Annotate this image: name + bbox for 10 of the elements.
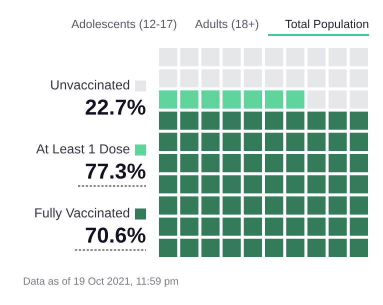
legend-label: Fully Vaccinated xyxy=(35,208,130,220)
text: Data as of 19 Oct 2021, 11:59 pm xyxy=(24,277,178,287)
data-label: 77.3% xyxy=(86,164,146,179)
text: Total Population xyxy=(285,20,368,30)
text: Adolescents (12-17) xyxy=(71,20,176,30)
data-label: 22.7% xyxy=(86,100,146,115)
legend-label: At Least 1 Dose xyxy=(36,144,130,154)
data-label: 70.6% xyxy=(86,228,146,243)
text: Adults (18+) xyxy=(195,20,258,30)
legend-label: Unvaccinated xyxy=(51,80,130,90)
